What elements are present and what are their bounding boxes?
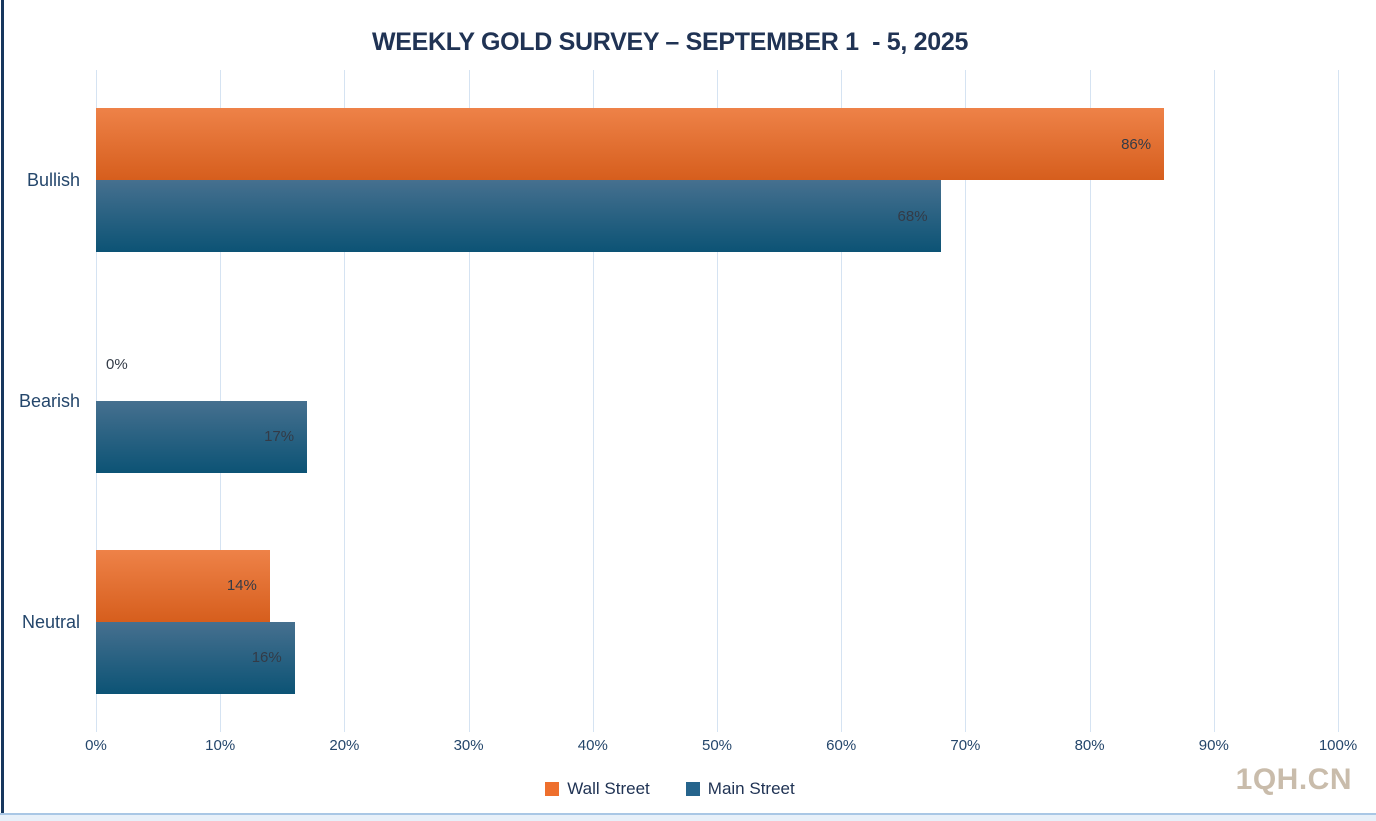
gridline	[592, 70, 594, 732]
bar-row: 17%	[96, 400, 1338, 473]
category-label-bullish: Bullish	[26, 170, 80, 191]
x-axis-tick: 40%	[577, 737, 608, 754]
value-label: 14%	[226, 577, 257, 595]
bar-group: 14% 16%	[96, 549, 1338, 694]
category-label-neutral: Neutral	[21, 611, 80, 632]
x-axis-tick: 90%	[1198, 737, 1229, 754]
gridline	[1213, 70, 1215, 732]
bar-main-street-neutral	[96, 621, 295, 694]
x-axis-tick: 0%	[85, 737, 107, 754]
x-axis-tick: 100%	[1318, 737, 1358, 754]
x-axis-tick: 80%	[1074, 737, 1105, 754]
x-axis-tick: 70%	[950, 737, 981, 754]
bar-row: 68%	[96, 180, 1338, 253]
value-label: 86%	[1121, 135, 1152, 153]
category-group-bearish: 0% 17%	[96, 291, 1338, 512]
gridline	[1089, 70, 1091, 732]
bar-main-street-bearish	[96, 400, 308, 473]
bar-group: 86% 68%	[96, 108, 1338, 253]
watermark: 1QH.CN	[1235, 763, 1352, 796]
bar-main-street-bullish	[96, 180, 941, 253]
gridline	[344, 70, 346, 732]
legend-label: Main Street	[707, 779, 795, 798]
bar-row: 14%	[96, 549, 1338, 622]
bar-row: 86%	[96, 108, 1338, 181]
legend-swatch-icon	[545, 782, 560, 796]
x-axis-tick: 50%	[701, 737, 733, 754]
bar-wall-street-bullish	[96, 108, 1165, 181]
category-group-bullish: 86% 68%	[96, 70, 1338, 291]
gridline	[841, 70, 843, 732]
x-axis-tick: 30%	[453, 737, 484, 754]
gridline	[717, 70, 718, 732]
x-axis: 0% 10% 20% 30% 40% 50% 60% 70% 80% 90% 100%	[85, 737, 1357, 757]
bar-row: 16%	[96, 621, 1338, 694]
window-left-border	[1, 0, 4, 813]
legend: Wall Street Main Street	[0, 779, 1340, 799]
legend-item-main-street: Main Street	[685, 779, 795, 799]
gridline	[468, 70, 470, 732]
value-label: 0%	[106, 356, 128, 374]
category-group-neutral: 14% 16%	[96, 511, 1338, 732]
legend-swatch-icon	[685, 782, 700, 796]
x-axis-tick: 20%	[329, 737, 360, 754]
legend-label: Wall Street	[567, 779, 650, 798]
category-label-bearish: Bearish	[18, 391, 80, 411]
gridline	[965, 70, 967, 732]
gridline	[1338, 70, 1339, 732]
plot-area: 86% 68% 0% 17% 14% 16%	[96, 70, 1339, 732]
value-label: 17%	[264, 428, 295, 446]
chart-title: WEEKLY GOLD SURVEY – SEPTEMBER 1 - 5, 20…	[371, 28, 969, 56]
x-axis-tick: 10%	[205, 737, 236, 754]
bar-group: 0% 17%	[96, 329, 1338, 473]
bar-row: 0%	[96, 329, 1338, 401]
value-label: 16%	[251, 649, 282, 667]
legend-item-wall-street: Wall Street	[545, 779, 650, 799]
x-axis-tick: 60%	[826, 737, 857, 754]
window-bottom-border	[0, 813, 1376, 821]
value-label: 68%	[897, 207, 928, 225]
bar-wall-street-neutral	[96, 549, 270, 622]
